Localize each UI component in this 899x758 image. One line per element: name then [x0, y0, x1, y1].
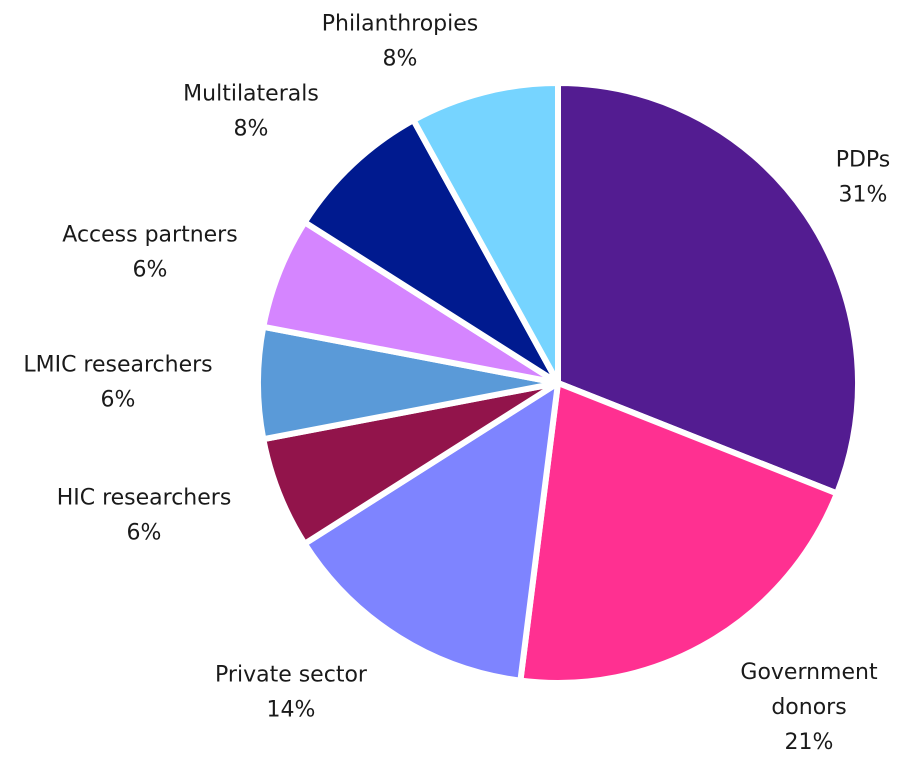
- pie-slice-6: [301, 117, 561, 386]
- pie-slice-0: [555, 80, 861, 497]
- slice-value-text: 8%: [383, 47, 418, 72]
- pie-slices: [255, 80, 861, 686]
- slice-label-6: Multilaterals 8%: [183, 82, 319, 142]
- pie-labels: PDPs 31% Government donors 21% Private sector…: [23, 12, 890, 756]
- slice-value-text: 8%: [234, 117, 269, 142]
- pie-slice-2: [301, 380, 561, 684]
- slice-value-text: 6%: [127, 521, 162, 546]
- pie-slice-7: [410, 80, 561, 386]
- slice-label-text: Government: [740, 660, 878, 685]
- slice-value-text: 14%: [267, 698, 316, 723]
- slice-label-text: Private sector: [215, 663, 368, 688]
- slice-label-2: Private sector 14%: [215, 663, 368, 723]
- slice-label-7: Philanthropies 8%: [322, 12, 479, 72]
- slice-label-text: donors: [771, 695, 846, 720]
- slice-label-4: LMIC researchers 6%: [23, 353, 212, 413]
- slice-label-text: HIC researchers: [57, 486, 232, 511]
- slice-value-text: 6%: [133, 258, 168, 283]
- slice-label-1: Government donors 21%: [740, 660, 878, 755]
- slice-value-text: 31%: [839, 183, 888, 208]
- slice-label-0: PDPs 31%: [836, 148, 891, 208]
- slice-label-text: PDPs: [836, 148, 891, 173]
- slice-label-text: LMIC researchers: [23, 353, 212, 378]
- pie-slice-1: [517, 380, 840, 686]
- slice-label-text: Access partners: [62, 223, 237, 248]
- slice-label-text: Multilaterals: [183, 82, 319, 107]
- slice-label-text: Philanthropies: [322, 12, 479, 37]
- slice-label-3: HIC researchers 6%: [57, 486, 232, 546]
- slice-value-text: 6%: [101, 388, 136, 413]
- slice-label-5: Access partners 6%: [62, 223, 237, 283]
- slice-value-text: 21%: [785, 730, 834, 755]
